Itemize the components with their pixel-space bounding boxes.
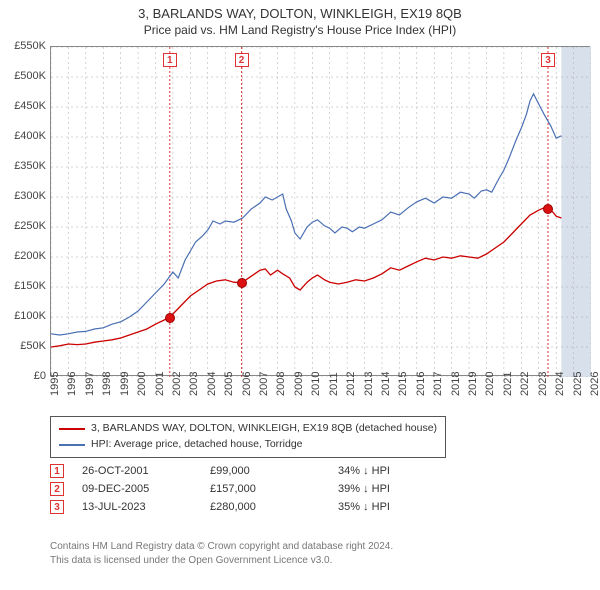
y-tick-label: £500K <box>0 70 46 82</box>
y-tick-label: £250K <box>0 220 46 232</box>
event-marker-icon: 2 <box>235 53 249 67</box>
event-dot-icon <box>237 278 247 288</box>
event-marker-icon: 2 <box>50 482 64 496</box>
x-tick-label: 2005 <box>223 372 235 396</box>
y-tick-label: £50K <box>0 340 46 352</box>
event-row: 3 13-JUL-2023 £280,000 35% ↓ HPI <box>50 500 448 514</box>
event-list: 1 26-OCT-2001 £99,000 34% ↓ HPI 2 09-DEC-2005… <box>50 460 448 518</box>
y-tick-label: £350K <box>0 160 46 172</box>
y-tick-label: £400K <box>0 130 46 142</box>
x-tick-label: 2015 <box>397 372 409 396</box>
x-tick-label: 2025 <box>572 372 584 396</box>
event-dot-icon <box>543 204 553 214</box>
y-tick-label: £150K <box>0 280 46 292</box>
x-tick-label: 2007 <box>258 372 270 396</box>
footer-attribution: Contains HM Land Registry data © Crown c… <box>50 540 393 567</box>
x-tick-label: 2001 <box>154 372 166 396</box>
chart-title: 3, BARLANDS WAY, DOLTON, WINKLEIGH, EX19… <box>0 6 600 23</box>
legend-item-hpi: HPI: Average price, detached house, Torr… <box>59 437 437 453</box>
legend-item-price-paid: 3, BARLANDS WAY, DOLTON, WINKLEIGH, EX19… <box>59 421 437 437</box>
y-tick-label: £200K <box>0 250 46 262</box>
x-tick-label: 1998 <box>101 372 113 396</box>
x-tick-label: 2024 <box>554 372 566 396</box>
event-price: £280,000 <box>210 501 320 513</box>
x-tick-label: 2018 <box>450 372 462 396</box>
x-tick-label: 1997 <box>84 372 96 396</box>
x-tick-label: 1995 <box>49 372 61 396</box>
x-tick-label: 2022 <box>519 372 531 396</box>
x-tick-label: 2012 <box>345 372 357 396</box>
event-marker-icon: 3 <box>541 53 555 67</box>
legend: 3, BARLANDS WAY, DOLTON, WINKLEIGH, EX19… <box>50 416 446 458</box>
x-tick-label: 2004 <box>206 372 218 396</box>
x-tick-label: 2020 <box>484 372 496 396</box>
event-delta: 35% ↓ HPI <box>338 501 448 513</box>
chart-plot-area: 1 2 3 <box>50 46 590 376</box>
event-marker-icon: 3 <box>50 500 64 514</box>
event-row: 2 09-DEC-2005 £157,000 39% ↓ HPI <box>50 482 448 496</box>
x-tick-label: 2003 <box>188 372 200 396</box>
event-dot-icon <box>165 313 175 323</box>
event-delta: 39% ↓ HPI <box>338 483 448 495</box>
footer-line1: Contains HM Land Registry data © Crown c… <box>50 540 393 554</box>
event-row: 1 26-OCT-2001 £99,000 34% ↓ HPI <box>50 464 448 478</box>
y-tick-label: £450K <box>0 100 46 112</box>
x-tick-label: 2017 <box>432 372 444 396</box>
event-delta: 34% ↓ HPI <box>338 465 448 477</box>
x-tick-label: 2013 <box>363 372 375 396</box>
x-tick-label: 2023 <box>537 372 549 396</box>
y-axis-labels: £0£50K£100K£150K£200K£250K£300K£350K£400… <box>0 46 46 376</box>
y-tick-label: £0 <box>0 370 46 382</box>
x-tick-label: 2008 <box>275 372 287 396</box>
event-price: £157,000 <box>210 483 320 495</box>
event-price: £99,000 <box>210 465 320 477</box>
event-date: 13-JUL-2023 <box>82 501 192 513</box>
x-tick-label: 1996 <box>66 372 78 396</box>
x-tick-label: 2019 <box>467 372 479 396</box>
y-tick-label: £300K <box>0 190 46 202</box>
x-tick-label: 2011 <box>328 372 340 396</box>
x-tick-label: 2014 <box>380 372 392 396</box>
x-tick-label: 2009 <box>293 372 305 396</box>
chart-svg <box>51 47 591 377</box>
event-marker-icon: 1 <box>50 464 64 478</box>
event-marker-icon: 1 <box>163 53 177 67</box>
y-tick-label: £550K <box>0 40 46 52</box>
x-tick-label: 2010 <box>310 372 322 396</box>
x-tick-label: 1999 <box>119 372 131 396</box>
x-tick-label: 2016 <box>415 372 427 396</box>
event-date: 09-DEC-2005 <box>82 483 192 495</box>
legend-label: HPI: Average price, detached house, Torr… <box>91 437 303 453</box>
x-tick-label: 2026 <box>589 372 600 396</box>
chart-subtitle: Price paid vs. HM Land Registry's House … <box>0 23 600 39</box>
y-tick-label: £100K <box>0 310 46 322</box>
legend-label: 3, BARLANDS WAY, DOLTON, WINKLEIGH, EX19… <box>91 421 437 437</box>
x-tick-label: 2021 <box>502 372 514 396</box>
footer-line2: This data is licensed under the Open Gov… <box>50 554 393 568</box>
x-tick-label: 2000 <box>136 372 148 396</box>
x-tick-label: 2002 <box>171 372 183 396</box>
x-tick-label: 2006 <box>241 372 253 396</box>
event-date: 26-OCT-2001 <box>82 465 192 477</box>
